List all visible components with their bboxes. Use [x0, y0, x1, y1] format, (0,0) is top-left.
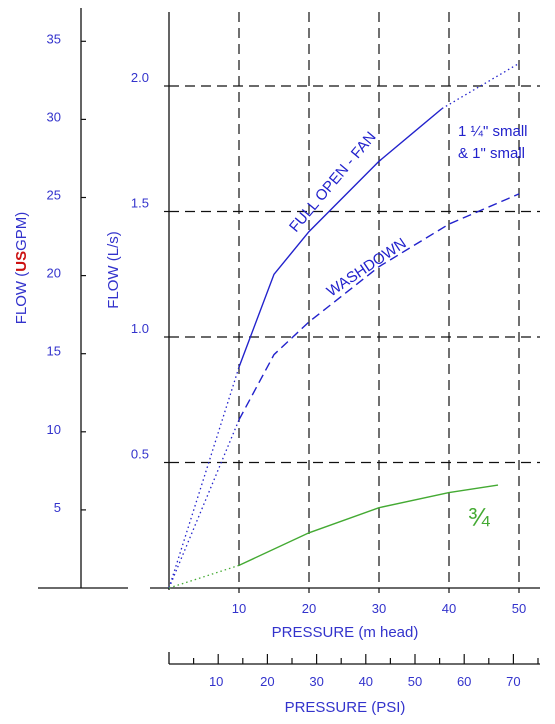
psi-tick-label: 40	[359, 674, 373, 689]
y-tick-label: 1.0	[131, 321, 149, 336]
gpm-tick-label: 20	[47, 266, 61, 281]
series-3-4-line	[238, 484, 499, 567]
psi-tick-label: 30	[309, 674, 323, 689]
gpm-tick-label: 5	[54, 500, 61, 515]
washdown-label: WASHDOWN	[324, 235, 410, 301]
psi-tick-label: 10	[209, 674, 223, 689]
x-axis-title: PRESSURE (m head)	[272, 624, 419, 641]
y-tick-label: 0.5	[131, 447, 149, 462]
psi-tick-label: 70	[506, 674, 520, 689]
series-washdown-extrapolated	[168, 419, 240, 589]
x-tick-label: 30	[372, 601, 386, 616]
y-tick-label: 1.5	[131, 196, 149, 211]
series-3-4-extrapolated	[168, 564, 240, 589]
size-label-line2: & 1" small	[458, 145, 525, 162]
psi-tick-label: 60	[457, 674, 471, 689]
x-tick-label: 10	[232, 601, 246, 616]
psi-axis-title: PRESSURE (PSI)	[285, 699, 406, 716]
psi-tick-label: 20	[260, 674, 274, 689]
size-label-line1: 1 ¼" small	[458, 123, 528, 140]
series-full-open-fan-line	[238, 108, 443, 368]
axes	[38, 8, 540, 665]
grid	[169, 12, 540, 593]
y-tick-label: 2.0	[131, 70, 149, 85]
gpm-tick-label: 30	[47, 109, 61, 124]
series	[168, 62, 520, 589]
series-full-open-fan-extrapolated	[168, 366, 240, 589]
y-axis-title: FLOW (L/s)	[105, 231, 122, 309]
gpm-tick-label: 35	[47, 31, 61, 46]
labels: 5 10 15 20 25 30 35 10 20 30 40 50 60 70 10 20 30 40 50 0.5…	[13, 31, 528, 716]
three-quarter-label: ¾	[468, 502, 490, 532]
series-full-open-fan-extrapolated-end	[441, 62, 520, 110]
gpm-axis-title: FLOW (USGPM)	[13, 212, 30, 325]
series-washdown-line	[238, 193, 520, 421]
gpm-tick-label: 15	[47, 344, 61, 359]
gpm-tick-label: 25	[47, 188, 61, 203]
gpm-tick-label: 10	[47, 422, 61, 437]
full-open-label: FULL OPEN - FAN	[286, 129, 380, 236]
x-tick-label: 40	[442, 601, 456, 616]
x-tick-label: 20	[302, 601, 316, 616]
psi-tick-label: 50	[408, 674, 422, 689]
x-tick-label: 50	[512, 601, 526, 616]
